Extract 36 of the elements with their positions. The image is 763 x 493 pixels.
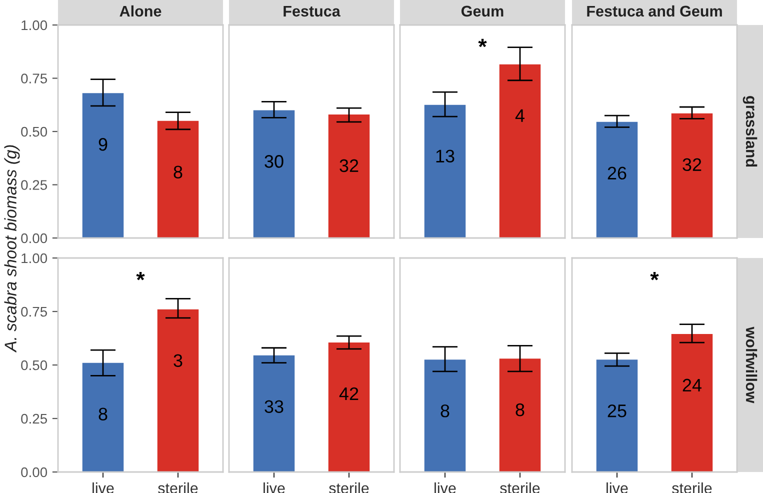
annotation: 8 — [440, 404, 450, 418]
annotation: * — [650, 272, 659, 280]
annotation: 8 — [516, 403, 524, 416]
y-tick-label: 0.25 — [21, 414, 48, 424]
chart-title: Festuca — [284, 6, 340, 17]
y-axis-title: A. scabra shoot biomass (g) — [4, 145, 20, 353]
y-tick-label: 0.50 — [21, 360, 48, 370]
annotation: 8 — [174, 166, 182, 178]
annotation: 13 — [436, 150, 454, 162]
annotation: 8 — [98, 408, 108, 420]
y-tick-label: 0.75 — [21, 74, 48, 84]
y-tick-label: 0.50 — [21, 126, 48, 137]
y-tick-label: 0.25 — [21, 180, 48, 190]
y-tick-label: 1.00 — [22, 253, 48, 264]
annotation: 33 — [264, 400, 284, 413]
chart-title: Festuca and Geum — [587, 5, 722, 17]
y-tick-label: 1.00 — [22, 20, 48, 30]
y-tick-label: 0.75 — [21, 306, 48, 317]
y-tick-label: 0.00 — [21, 233, 48, 244]
annotation: 3 — [174, 354, 182, 367]
chart-title: Alone — [120, 5, 162, 17]
annotation: 32 — [682, 158, 702, 172]
y2-axis-title: wolfwillow — [746, 326, 758, 404]
annotation: 30 — [264, 155, 284, 168]
y-tick-label: 0.00 — [21, 467, 48, 478]
annotation: * — [136, 272, 145, 280]
annotation: 9 — [98, 138, 108, 151]
annotation: 32 — [340, 159, 358, 172]
annotation: 42 — [339, 387, 358, 400]
y2-axis-title: grassland — [742, 96, 758, 167]
chart-title: Geum — [461, 6, 504, 17]
annotation: 25 — [608, 404, 626, 418]
annotation: 4 — [515, 109, 524, 122]
annotation: 26 — [608, 166, 626, 180]
annotation: 24 — [682, 378, 702, 392]
annotation: * — [478, 38, 487, 48]
